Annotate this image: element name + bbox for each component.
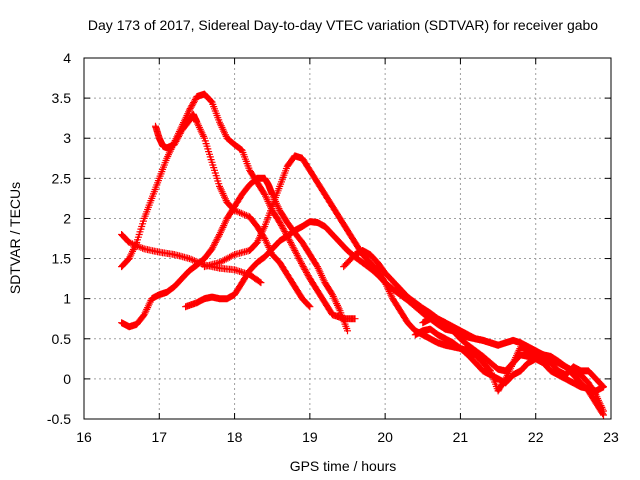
x-tick-label: 16 bbox=[76, 429, 92, 445]
grid bbox=[84, 58, 611, 419]
y-tick-label: 4 bbox=[63, 50, 71, 66]
y-tick-label: 1 bbox=[63, 291, 71, 307]
x-tick-label: 18 bbox=[227, 429, 243, 445]
y-tick-label: 3.5 bbox=[52, 90, 72, 106]
series-track-4 bbox=[152, 110, 314, 311]
plot-frame bbox=[83, 57, 612, 420]
y-tick-label: -0.5 bbox=[47, 411, 71, 427]
series-track-6 bbox=[201, 152, 607, 395]
axis-ticks bbox=[83, 57, 612, 420]
x-axis-label: GPS time / hours bbox=[290, 458, 397, 474]
y-tick-label: 2.5 bbox=[52, 170, 72, 186]
x-tick-label: 17 bbox=[151, 429, 167, 445]
data-series bbox=[118, 90, 607, 419]
chart-title: Day 173 of 2017, Sidereal Day-to-day VTE… bbox=[88, 17, 598, 33]
y-tick-label: 0 bbox=[63, 371, 71, 387]
series-track-3 bbox=[118, 174, 351, 335]
x-tick-label: 20 bbox=[377, 429, 393, 445]
x-tick-label: 21 bbox=[453, 429, 469, 445]
x-tick-labels: 16 17 18 19 20 21 22 23 bbox=[76, 429, 619, 445]
y-tick-label: 3 bbox=[63, 130, 71, 146]
y-tick-labels: -0.5 0 0.5 1 1.5 2 2.5 3 3.5 4 bbox=[47, 50, 71, 427]
y-tick-label: 1.5 bbox=[52, 251, 72, 267]
series-markers bbox=[419, 315, 607, 395]
y-tick-label: 0.5 bbox=[52, 331, 72, 347]
series-track-9 bbox=[419, 315, 607, 395]
y-axis-label: SDTVAR / TECUs bbox=[7, 182, 23, 294]
x-tick-label: 19 bbox=[302, 429, 318, 445]
x-tick-label: 23 bbox=[603, 429, 619, 445]
y-tick-label: 2 bbox=[63, 210, 71, 226]
x-tick-label: 22 bbox=[528, 429, 544, 445]
